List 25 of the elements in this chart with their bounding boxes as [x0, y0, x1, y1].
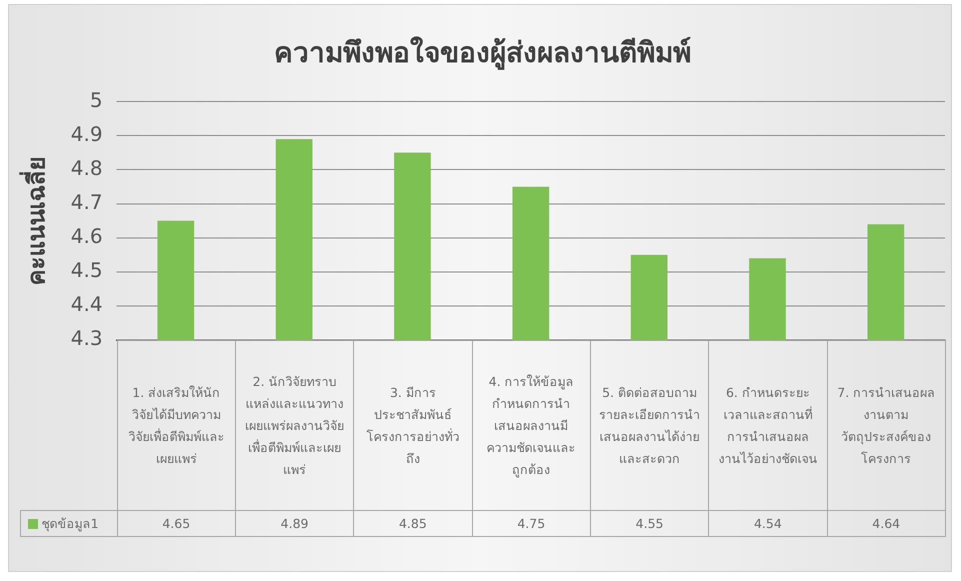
- y-tick-label: 4.9: [70, 122, 103, 146]
- y-tick-label: 4.8: [70, 156, 103, 180]
- x-tick-label: 7. การนำเสนอผลงานตามวัตถุประสงค์ของโครงการ: [827, 340, 946, 510]
- y-tick-label: 5: [90, 88, 103, 112]
- data-label: 4.55: [590, 510, 709, 536]
- y-tick-label: 4.4: [70, 292, 103, 316]
- y-tick-label: 4.6: [70, 224, 103, 248]
- y-tick-label: 4.7: [70, 190, 103, 214]
- x-tick-label: 4. การให้ข้อมูลกำหนดการนำเสนอผลงานมีความชัดเจนและถูกต้อง: [472, 340, 590, 510]
- y-tick-label: 4.5: [70, 258, 103, 282]
- x-tick-label: 6. กำหนดระยะเวลาและสถานที่การนำเสนอผลงานไว้อย่างชัดเจน: [708, 340, 828, 510]
- data-label: 4.65: [117, 510, 236, 536]
- x-tick-label: 1. ส่งเสริมให้นักวิจัยได้มีบทความวิจัยเพื่อตีพิมพ์และเผยแพร่: [117, 340, 236, 510]
- x-tick-label: 2. นักวิจัยทราบแหล่งและแนวทางเผยแพร่ผลงานวิจัยเพื่อตีพิมพ์และเผยแพร่: [235, 340, 354, 510]
- x-tick-label: 5. ติดต่อสอบถามรายละเอียดการนำเสนอผลงานได้ง่ายและสะดวก: [590, 340, 709, 510]
- data-label: 4.85: [354, 510, 472, 536]
- y-axis-title: คะแนนเฉลี่ย: [18, 156, 51, 286]
- data-label: 4.54: [708, 510, 828, 536]
- data-label: 4.89: [235, 510, 354, 536]
- data-label: 4.75: [472, 510, 590, 536]
- x-tick-label: 3. มีการประชาสัมพันธ์โครงการอย่างทั่วถึง: [354, 340, 472, 510]
- chart-title: ความพึงพอใจของผู้ส่งผลงานตีพิมพ์: [274, 36, 691, 70]
- data-label: 4.64: [827, 510, 946, 536]
- y-tick-label: 4.3: [70, 326, 103, 350]
- legend-label: ชุดข้อมูล1: [20, 510, 118, 536]
